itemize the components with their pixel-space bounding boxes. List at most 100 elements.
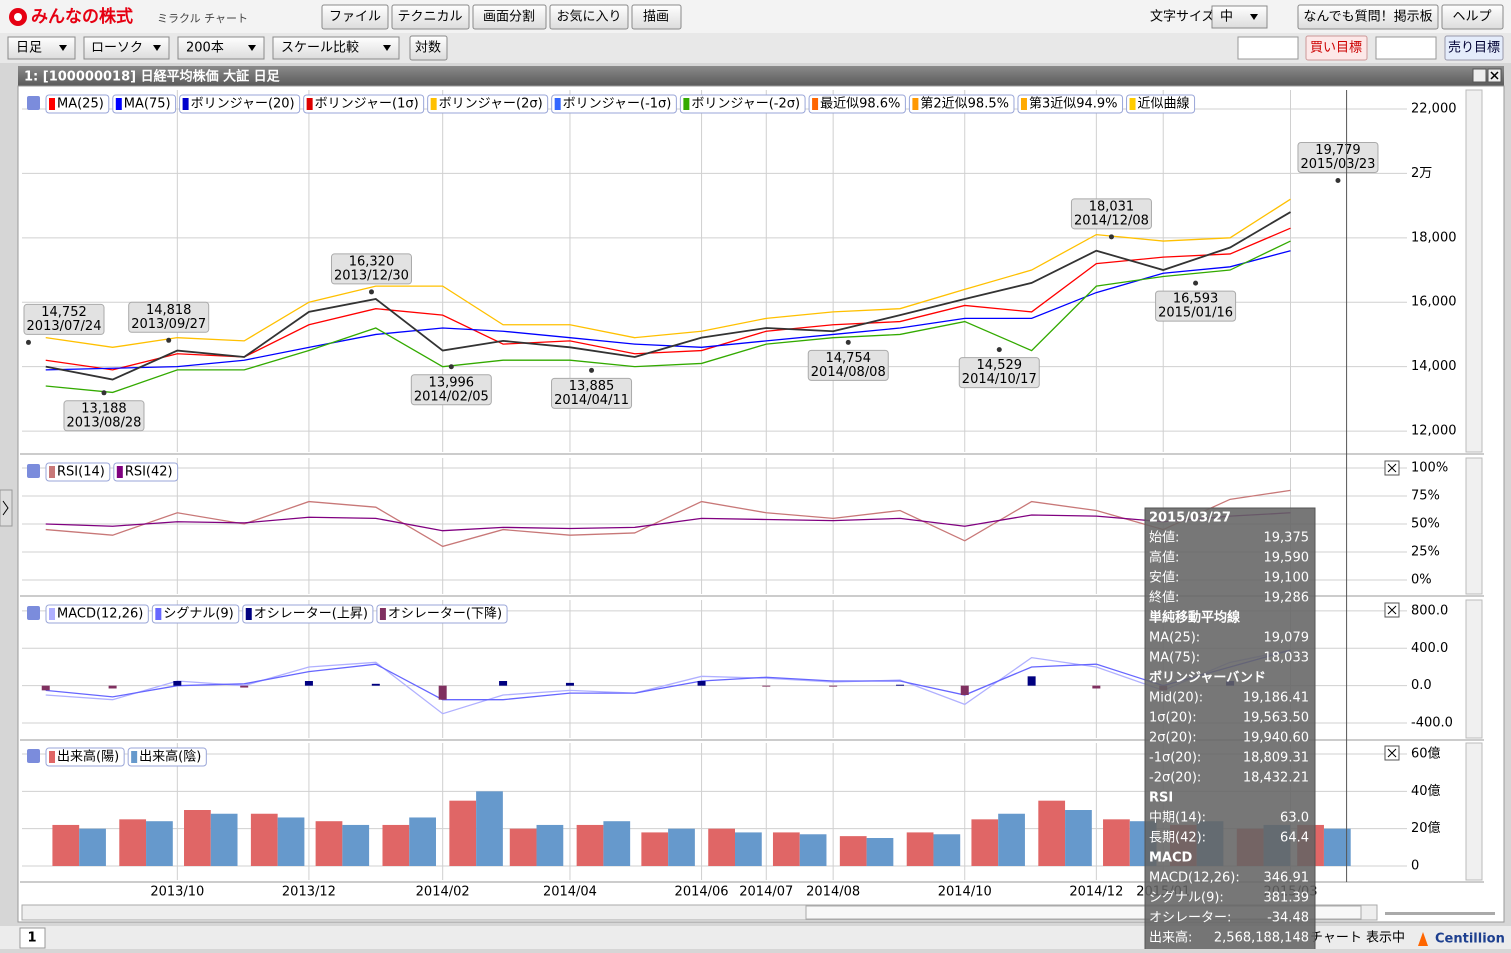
bar	[1065, 810, 1092, 866]
tooltip-value: 346.91	[1264, 871, 1310, 886]
legend-label: ボリンジャー(2σ)	[439, 97, 543, 112]
y-tick-label: 20億	[1411, 820, 1441, 836]
legend-label: ボリンジャー(-2σ)	[691, 97, 800, 112]
tooltip-value: 19,079	[1264, 631, 1310, 646]
bar	[1028, 676, 1036, 685]
y-tick-label: 50%	[1411, 516, 1440, 531]
bar	[79, 829, 106, 866]
tooltip-value: 64.4	[1280, 831, 1309, 846]
tooltip-label: MA(75):	[1149, 651, 1200, 666]
tooltip-value: 19,590	[1264, 551, 1310, 566]
tooltip-heading: RSI	[1149, 791, 1173, 806]
x-tick-label: 2014/06	[675, 885, 729, 900]
annotation-value: 16,593	[1173, 292, 1219, 307]
bar	[52, 825, 79, 866]
bar	[829, 686, 837, 687]
bar	[762, 686, 770, 687]
tooltip-value: 381.39	[1264, 891, 1310, 906]
x-tick-label: 2014/08	[806, 885, 860, 900]
extreme-marker	[449, 364, 454, 369]
bar	[896, 685, 904, 686]
annotation-date: 2014/08/08	[811, 365, 886, 380]
font-size-value: 中	[1220, 10, 1233, 25]
legend-label: RSI(42)	[125, 465, 173, 480]
bar	[735, 832, 762, 866]
legend-label: MACD(12,26)	[57, 607, 143, 622]
legend-swatch	[183, 98, 189, 110]
tooltip-label: 2σ(20):	[1149, 731, 1197, 746]
buy-input[interactable]	[1238, 37, 1298, 59]
x-tick-label: 2014/12	[1069, 885, 1123, 900]
y-tick-label: 16,000	[1411, 295, 1457, 310]
annotation-value: 14,752	[41, 305, 87, 320]
bar	[708, 829, 735, 866]
tooltip-value: 19,940.60	[1243, 731, 1309, 746]
tooltip-value: 2,568,188,148	[1214, 931, 1309, 946]
bar	[773, 832, 800, 866]
tooltip-value: 19,375	[1264, 531, 1310, 546]
legend-swatch	[1130, 98, 1136, 110]
scale-value: スケール比較	[281, 41, 359, 56]
bar	[173, 681, 181, 686]
y-tick-label: 12,000	[1411, 424, 1457, 439]
menu-label: ファイル	[329, 10, 381, 25]
logo: みんなの株式	[31, 6, 133, 27]
restore-button[interactable]	[1473, 69, 1486, 82]
help-label: ヘルプ	[1452, 10, 1491, 25]
legend-swatch	[49, 98, 55, 110]
legend-swatch	[1021, 98, 1027, 110]
x-tick-label: 2014/07	[739, 885, 793, 900]
logo-icon-inner	[14, 13, 22, 21]
x-tick-label: 2014/02	[416, 885, 470, 900]
extreme-marker	[1109, 234, 1114, 239]
tooltip-label: 始値:	[1149, 530, 1179, 546]
legend-label: 出来高(陰)	[139, 749, 201, 765]
tooltip-date: 2015/03/27	[1149, 511, 1231, 526]
legend-label: 第2近似98.5%	[920, 97, 1009, 112]
y-tick-label: 18,000	[1411, 230, 1457, 245]
bar	[146, 821, 173, 866]
tooltip-label: シグナル(9):	[1149, 891, 1224, 906]
tooltip-value: 18,809.31	[1243, 751, 1309, 766]
sell-label: 売り目標	[1448, 40, 1500, 56]
zoom-slider[interactable]	[1385, 912, 1495, 915]
bar	[971, 819, 998, 866]
panel-icon	[27, 96, 40, 110]
tooltip-label: 中期(14):	[1149, 811, 1206, 826]
legend-swatch	[117, 466, 123, 478]
legend-swatch	[912, 98, 918, 110]
tooltip-label: Mid(20):	[1149, 691, 1203, 706]
menu-label: 描画	[643, 10, 669, 25]
sell-input[interactable]	[1376, 37, 1436, 59]
legend-swatch	[49, 751, 55, 763]
legend-label: RSI(14)	[57, 465, 105, 480]
window-title: 1: [100000018] 日経平均株価 大証 日足	[24, 69, 281, 85]
v-scrollbar[interactable]	[1466, 743, 1482, 880]
menu-label: テクニカル	[397, 10, 462, 25]
v-scrollbar[interactable]	[1466, 90, 1482, 452]
y-tick-label: 800.0	[1411, 603, 1448, 618]
legend-label: ボリンジャー(20)	[191, 97, 295, 112]
bar	[382, 825, 409, 866]
bar	[316, 821, 343, 866]
annotation-value: 13,885	[569, 379, 615, 394]
annotation-date: 2015/01/16	[1158, 306, 1233, 321]
legend-swatch	[555, 98, 561, 110]
v-scrollbar[interactable]	[1466, 600, 1482, 738]
v-scrollbar[interactable]	[1466, 458, 1482, 594]
tooltip-label: -2σ(20):	[1149, 771, 1201, 786]
extreme-marker	[997, 347, 1002, 352]
tooltip-label: オシレーター:	[1149, 911, 1231, 926]
tooltip-label: MA(25):	[1149, 631, 1200, 646]
tooltip-label: 安値:	[1149, 570, 1179, 586]
tooltip: 2015/03/27始値:19,375高値:19,590安値:19,100終値:…	[1145, 508, 1315, 949]
y-tick-label: 400.0	[1411, 641, 1448, 656]
bar	[211, 814, 238, 866]
legend-label: ボリンジャー(-1σ)	[563, 97, 672, 112]
side-toggle[interactable]	[0, 490, 12, 526]
bar	[476, 791, 503, 866]
period-value: 日足	[16, 41, 42, 56]
legend-swatch	[431, 98, 437, 110]
bar	[240, 686, 248, 688]
extreme-marker	[1193, 281, 1198, 286]
